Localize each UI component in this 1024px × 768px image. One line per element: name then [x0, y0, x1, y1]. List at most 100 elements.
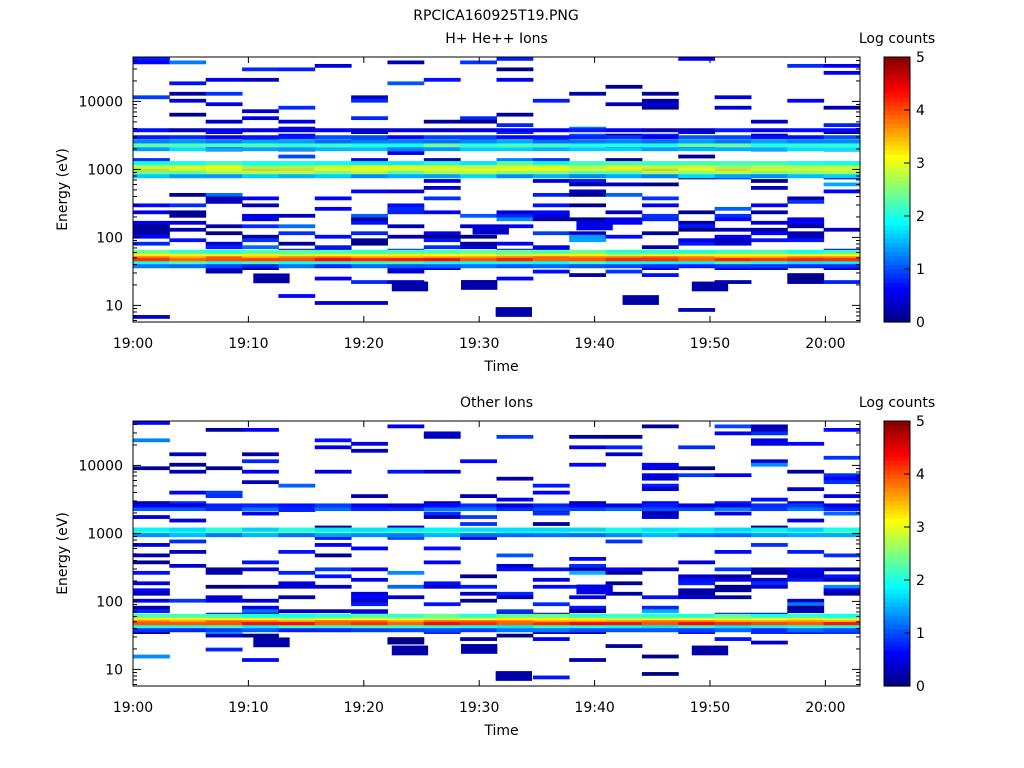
colorbar-step: [884, 571, 910, 577]
count-cell: [387, 269, 425, 274]
energy-band-cell: [714, 170, 752, 175]
energy-band-cell: [714, 618, 752, 623]
count-cell: [532, 217, 570, 222]
energy-band-cell: [351, 164, 388, 169]
energy-band-cell: [133, 625, 170, 630]
energy-band-cell: [278, 147, 316, 152]
count-cell: [605, 434, 643, 439]
energy-band-cell: [750, 533, 788, 538]
count-cell: [787, 598, 825, 603]
colorbar-step: [884, 118, 910, 124]
energy-band-cell: [387, 135, 425, 140]
energy-band-cell: [569, 257, 607, 262]
count-cell: [351, 448, 388, 453]
energy-band-cell: [169, 167, 207, 172]
colorbar-step: [884, 487, 910, 493]
count-cell: [750, 567, 788, 572]
energy-band-cell: [823, 621, 860, 626]
count-cell: [423, 515, 461, 519]
colorbar-step: [884, 566, 910, 572]
count-cell: [133, 581, 170, 586]
colorbar-step: [884, 663, 910, 669]
count-cell: [714, 206, 752, 211]
energy-band-cell: [787, 618, 825, 623]
energy-band-cell: [678, 616, 716, 621]
energy-band-cell: [750, 527, 788, 532]
count-cell: [169, 539, 207, 544]
count-cell: [460, 522, 497, 526]
energy-band-cell: [169, 503, 207, 508]
colorbar-step: [884, 251, 910, 257]
energy-band-cell: [750, 254, 788, 259]
count-cell: [169, 227, 207, 232]
energy-band-cell: [641, 621, 679, 626]
colorbar-step: [884, 154, 910, 160]
energy-band-cell: [714, 261, 752, 266]
count-cell: [351, 301, 388, 305]
energy-band-cell: [423, 507, 461, 512]
count-cell: [750, 210, 788, 215]
energy-band-cell: [387, 128, 425, 133]
energy-band-cell: [823, 527, 860, 532]
count-cell: [496, 595, 534, 600]
count-cell: [314, 234, 352, 239]
energy-band-cell: [351, 174, 388, 179]
count-cell: [750, 497, 788, 502]
energy-band-cell: [605, 618, 643, 623]
energy-band-cell: [242, 507, 279, 512]
count-cell: [460, 213, 497, 218]
count-cell: [351, 116, 388, 121]
count-cell: [460, 637, 497, 641]
colorbar-tick-label: 4: [916, 467, 925, 483]
energy-band-cell: [787, 628, 825, 633]
count-cell: [678, 591, 716, 596]
energy-band-cell: [714, 249, 752, 254]
energy-band-cell: [569, 628, 607, 633]
energy-band-cell: [678, 254, 716, 259]
energy-band-cell: [133, 135, 170, 140]
count-cell: [423, 560, 461, 565]
colorbar-step: [884, 544, 910, 550]
count-cell: [714, 577, 752, 582]
count-cell: [242, 213, 279, 218]
energy-band-cell: [387, 533, 425, 538]
count-cell: [823, 427, 860, 432]
energy-band-cell: [678, 613, 716, 618]
count-cell: [641, 501, 679, 505]
colorbar-step: [884, 229, 910, 235]
energy-band-cell: [278, 527, 316, 532]
energy-band-cell: [641, 254, 679, 259]
count-cell: [387, 151, 425, 155]
count-cell: [314, 301, 352, 305]
energy-band-cell: [532, 616, 570, 621]
energy-band-cell: [423, 135, 461, 140]
energy-band-cell: [787, 533, 825, 538]
colorbar-step: [884, 189, 910, 195]
count-cell: [569, 595, 607, 600]
colorbar-step: [884, 193, 910, 199]
energy-band-cell: [823, 147, 860, 152]
energy-band-cell: [569, 161, 607, 166]
energy-band-cell: [496, 161, 534, 166]
count-cell: [569, 556, 607, 561]
x-tick-label: 19:20: [344, 700, 384, 716]
energy-band-cell: [532, 164, 570, 169]
energy-band-cell: [750, 530, 788, 535]
energy-band-cell: [351, 254, 388, 259]
energy-band-cell: [133, 628, 170, 633]
energy-band-cell: [750, 257, 788, 262]
count-cell: [496, 553, 534, 558]
count-cell: [750, 577, 788, 582]
energy-band-cell: [242, 164, 279, 169]
count-cell: [569, 238, 607, 243]
count-cell: [242, 116, 279, 121]
count-cell: [691, 281, 729, 292]
energy-band-cell: [242, 257, 279, 262]
energy-band-cell: [605, 533, 643, 538]
count-cell: [787, 501, 825, 505]
energy-band-cell: [569, 139, 607, 144]
count-cell: [750, 231, 788, 236]
count-cell: [823, 591, 860, 596]
colorbar-step: [884, 637, 910, 643]
